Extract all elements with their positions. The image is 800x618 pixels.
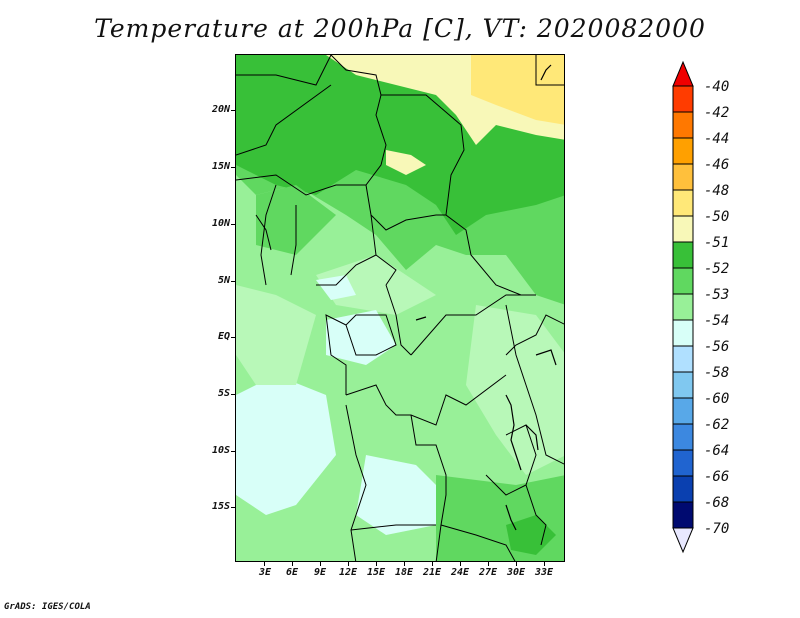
colorbar-label: -56 <box>704 339 730 355</box>
lon-tick <box>292 562 293 566</box>
colorbar-segment <box>672 319 694 347</box>
lat-label-20n: 20N <box>211 104 230 115</box>
lon-label-6e: 6E <box>285 567 299 578</box>
lon-tick <box>404 562 405 566</box>
lat-tick <box>231 110 235 111</box>
colorbar-label: -51 <box>704 235 730 251</box>
lat-label-5s: 5S <box>217 388 230 399</box>
colorbar-segment <box>672 215 694 243</box>
lon-label-27e: 27E <box>478 567 498 578</box>
colorbar-segment <box>672 163 694 191</box>
lon-tick <box>320 562 321 566</box>
chart-title: Temperature at 200hPa [C], VT: 202008200… <box>94 14 706 43</box>
lon-tick <box>348 562 349 566</box>
colorbar-label: -44 <box>704 131 730 147</box>
colorbar-segment <box>672 85 694 113</box>
lon-tick <box>432 562 433 566</box>
lon-label-12e: 12E <box>338 567 358 578</box>
colorbar-label: -58 <box>704 365 730 381</box>
colorbar-segment <box>672 267 694 295</box>
lat-label-5n: 5N <box>217 275 230 286</box>
lat-tick <box>231 507 235 508</box>
colorbar-segment <box>672 137 694 165</box>
lon-label-3e: 3E <box>258 567 272 578</box>
lat-tick <box>231 281 235 282</box>
lat-tick <box>231 167 235 168</box>
lat-tick <box>231 394 235 395</box>
colorbar-label: -48 <box>704 183 730 199</box>
lon-tick <box>264 562 265 566</box>
lon-label-9e: 9E <box>313 567 327 578</box>
lon-tick <box>488 562 489 566</box>
colorbar-top-arrow <box>672 60 694 87</box>
lat-label-10n: 10N <box>211 218 230 229</box>
lon-label-33e: 33E <box>534 567 554 578</box>
lon-label-18e: 18E <box>394 567 414 578</box>
map-panel <box>235 54 565 562</box>
colorbar-segment <box>672 449 694 477</box>
colorbar-bottom-arrow <box>672 527 694 554</box>
temperature-map <box>236 55 564 561</box>
field-minus50-patch <box>386 150 426 175</box>
colorbar-segment <box>672 501 694 529</box>
colorbar-segment <box>672 397 694 425</box>
lat-tick <box>231 224 235 225</box>
lat-label-eq: EQ <box>217 331 230 342</box>
colorbar-label: -50 <box>704 209 730 225</box>
colorbar-label: -64 <box>704 443 730 459</box>
colorbar-segment <box>672 423 694 451</box>
colorbar-label: -66 <box>704 469 730 485</box>
field-minus53-east-light <box>466 305 564 475</box>
colorbar-label: -60 <box>704 391 730 407</box>
lon-label-24e: 24E <box>450 567 470 578</box>
colorbar-label: -53 <box>704 287 730 303</box>
lat-label-10s: 10S <box>211 445 230 456</box>
lon-label-30e: 30E <box>506 567 526 578</box>
colorbar-segment <box>672 293 694 321</box>
field-minus54-cameroon <box>316 275 356 300</box>
colorbar-segment <box>672 475 694 503</box>
lon-label-21e: 21E <box>422 567 442 578</box>
lat-tick <box>231 337 235 338</box>
lon-tick <box>460 562 461 566</box>
lon-label-15e: 15E <box>366 567 386 578</box>
colorbar-label: -42 <box>704 105 730 121</box>
colorbar <box>672 60 694 554</box>
colorbar-label: -68 <box>704 495 730 511</box>
colorbar-label: -54 <box>704 313 730 329</box>
colorbar-label: -46 <box>704 157 730 173</box>
field-minus51-southeast <box>506 515 556 555</box>
lon-tick <box>516 562 517 566</box>
colorbar-segment <box>672 189 694 217</box>
lat-tick <box>231 451 235 452</box>
country-borders <box>236 55 564 561</box>
colorbar-segment <box>672 371 694 399</box>
field-minus53-center <box>316 255 436 315</box>
colorbar-label: -70 <box>704 521 730 537</box>
colorbar-segment <box>672 345 694 373</box>
field-minus54-south <box>356 455 446 535</box>
colorbar-segment <box>672 241 694 269</box>
lon-tick <box>544 562 545 566</box>
credit-text: GrADS: IGES/COLA <box>4 602 91 612</box>
colorbar-label: -62 <box>704 417 730 433</box>
lon-tick <box>376 562 377 566</box>
colorbar-segment <box>672 111 694 139</box>
field-minus52-southeast <box>436 475 564 561</box>
lat-label-15s: 15S <box>211 501 230 512</box>
colorbar-label: -40 <box>704 79 730 95</box>
lakes <box>415 64 557 531</box>
field-minus54-southwest <box>236 375 336 515</box>
field-minus48 <box>471 55 564 125</box>
field-minus53-west-light <box>236 285 316 385</box>
colorbar-label: -52 <box>704 261 730 277</box>
lat-label-15n: 15N <box>211 161 230 172</box>
